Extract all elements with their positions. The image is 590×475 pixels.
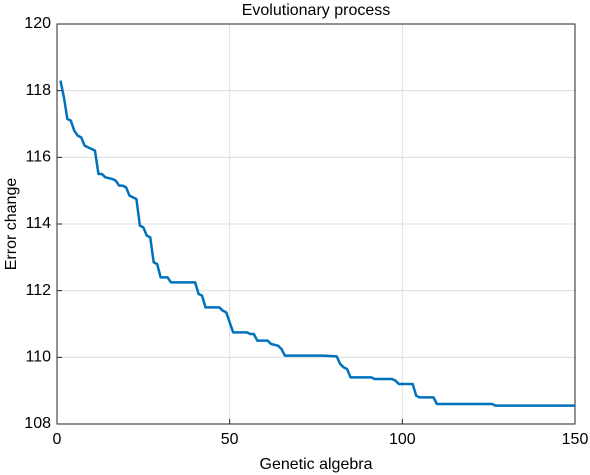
y-tick-label: 108	[24, 415, 51, 432]
plot-frame	[56, 23, 576, 425]
y-tick-label: 116	[25, 149, 51, 166]
chart-title: Evolutionary process	[242, 2, 391, 19]
data-line	[59, 80, 575, 407]
y-tick-label: 110	[25, 349, 51, 366]
x-tick-label: 150	[562, 431, 589, 448]
x-tick-label: 100	[389, 431, 416, 448]
x-tick-label: 50	[221, 431, 239, 448]
y-axis-label: Error change	[3, 178, 20, 271]
x-tick-label: 0	[53, 431, 62, 448]
y-tick-label: 118	[25, 82, 51, 99]
y-tick-label: 114	[25, 215, 51, 232]
x-axis-label: Genetic algebra	[260, 456, 373, 473]
y-tick-label: 112	[25, 282, 51, 299]
y-tick-label: 120	[24, 15, 51, 32]
